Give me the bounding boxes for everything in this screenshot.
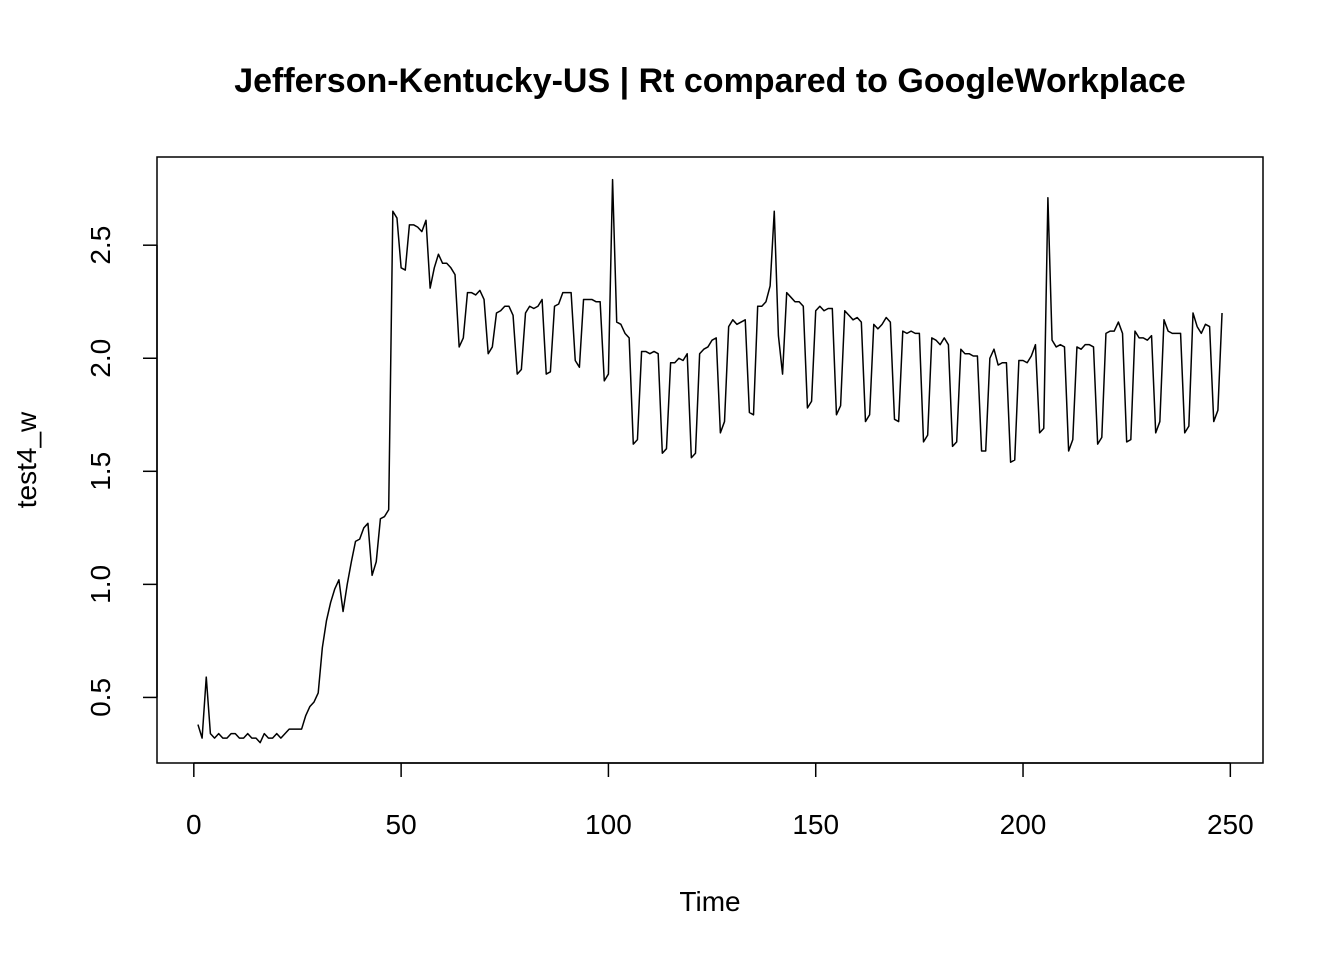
x-tick-label: 150: [792, 809, 839, 840]
y-tick-label: 0.5: [85, 678, 116, 717]
x-tick-label: 200: [1000, 809, 1047, 840]
y-tick-label: 1.0: [85, 565, 116, 604]
x-tick-label: 250: [1207, 809, 1254, 840]
y-tick-label: 2.5: [85, 226, 116, 265]
y-tick-label: 1.5: [85, 452, 116, 491]
x-tick-label: 100: [585, 809, 632, 840]
y-tick-label: 2.0: [85, 339, 116, 378]
x-tick-label: 50: [386, 809, 417, 840]
y-axis-label: test4_w: [11, 411, 42, 508]
series-line: [197, 178, 1223, 744]
x-tick-label: 0: [186, 809, 202, 840]
chart-title: Jefferson-Kentucky-US | Rt compared to G…: [234, 62, 1186, 100]
x-axis-label: Time: [679, 886, 740, 917]
